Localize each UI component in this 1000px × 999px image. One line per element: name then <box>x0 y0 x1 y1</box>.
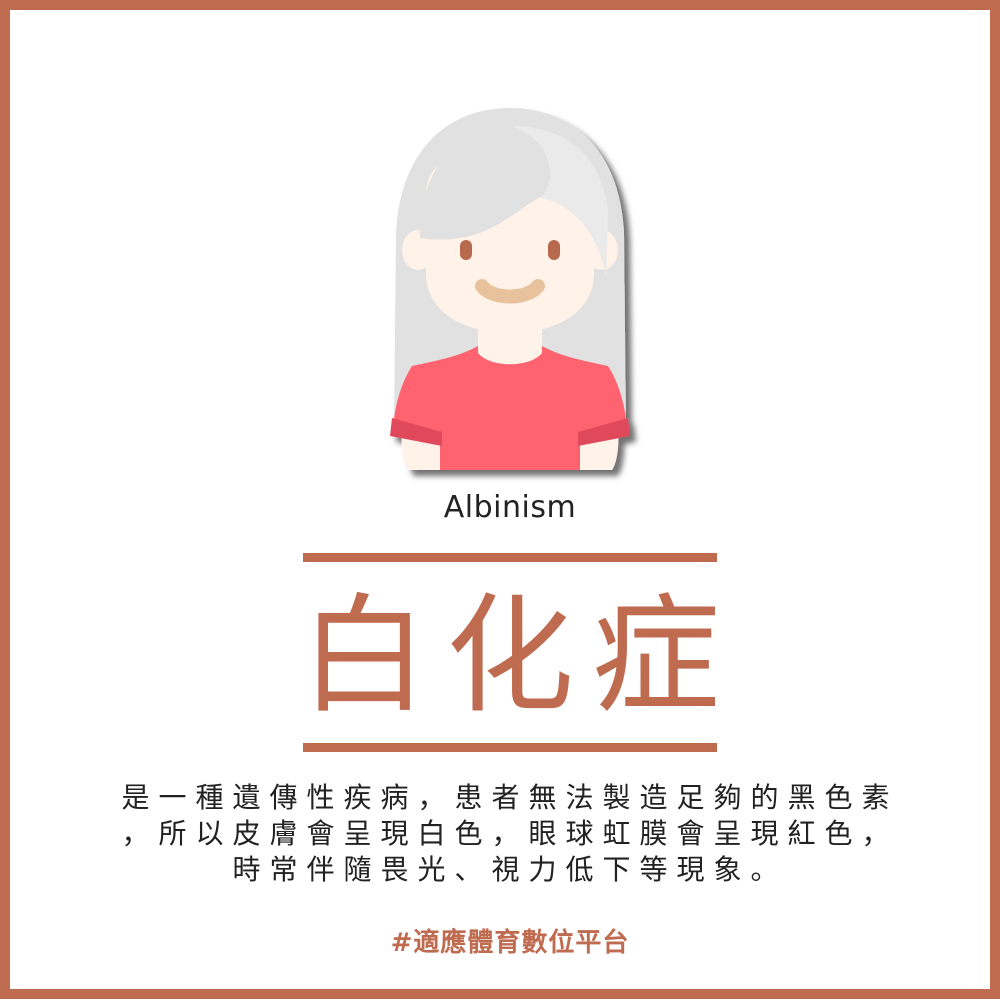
hashtag-platform: #適應體育數位平台 <box>390 928 630 958</box>
subtitle-albinism: Albinism <box>443 490 577 525</box>
description-text: 是一種遺傳性疾病，患者無法製造足夠的黑色素 ，所以皮膚會呈現白色，眼球虹膜會呈現… <box>110 780 910 888</box>
albino-girl-icon <box>360 98 660 483</box>
page-title: 白化症 <box>299 582 738 731</box>
title-rule-bottom <box>303 743 717 752</box>
description-line: 時常伴隨畏光、視力低下等現象。 <box>232 853 788 886</box>
description-line: ，所以皮膚會呈現白色，眼球虹膜會呈現紅色， <box>121 817 899 850</box>
title-rule-top <box>303 553 717 562</box>
description-line: 是一種遺傳性疾病，患者無法製造足夠的黑色素 <box>121 781 899 814</box>
